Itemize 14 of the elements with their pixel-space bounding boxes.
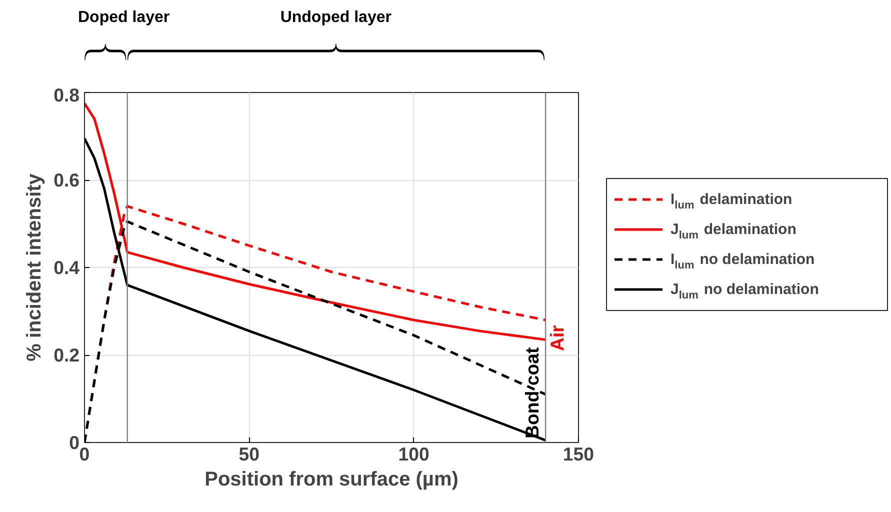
line-series: [84, 137, 547, 442]
x-tick-label: 100: [398, 444, 430, 464]
annotation: Air: [546, 325, 568, 351]
x-axis-title: Position from surface (µm): [204, 468, 458, 490]
x-tick-label: 150: [562, 444, 594, 464]
y-axis-title: % incident intensity: [24, 172, 46, 362]
y-tick-label: 0.2: [54, 344, 80, 366]
y-tick-label: 0.6: [54, 170, 80, 190]
y-tick-label: 0.4: [54, 257, 80, 278]
x-tick-label: 50: [238, 444, 260, 464]
y-tick-label: 0.8: [54, 84, 80, 106]
line-series: [84, 102, 547, 341]
text: Undoped layer: [280, 9, 392, 26]
text: Doped layer: [78, 9, 170, 26]
